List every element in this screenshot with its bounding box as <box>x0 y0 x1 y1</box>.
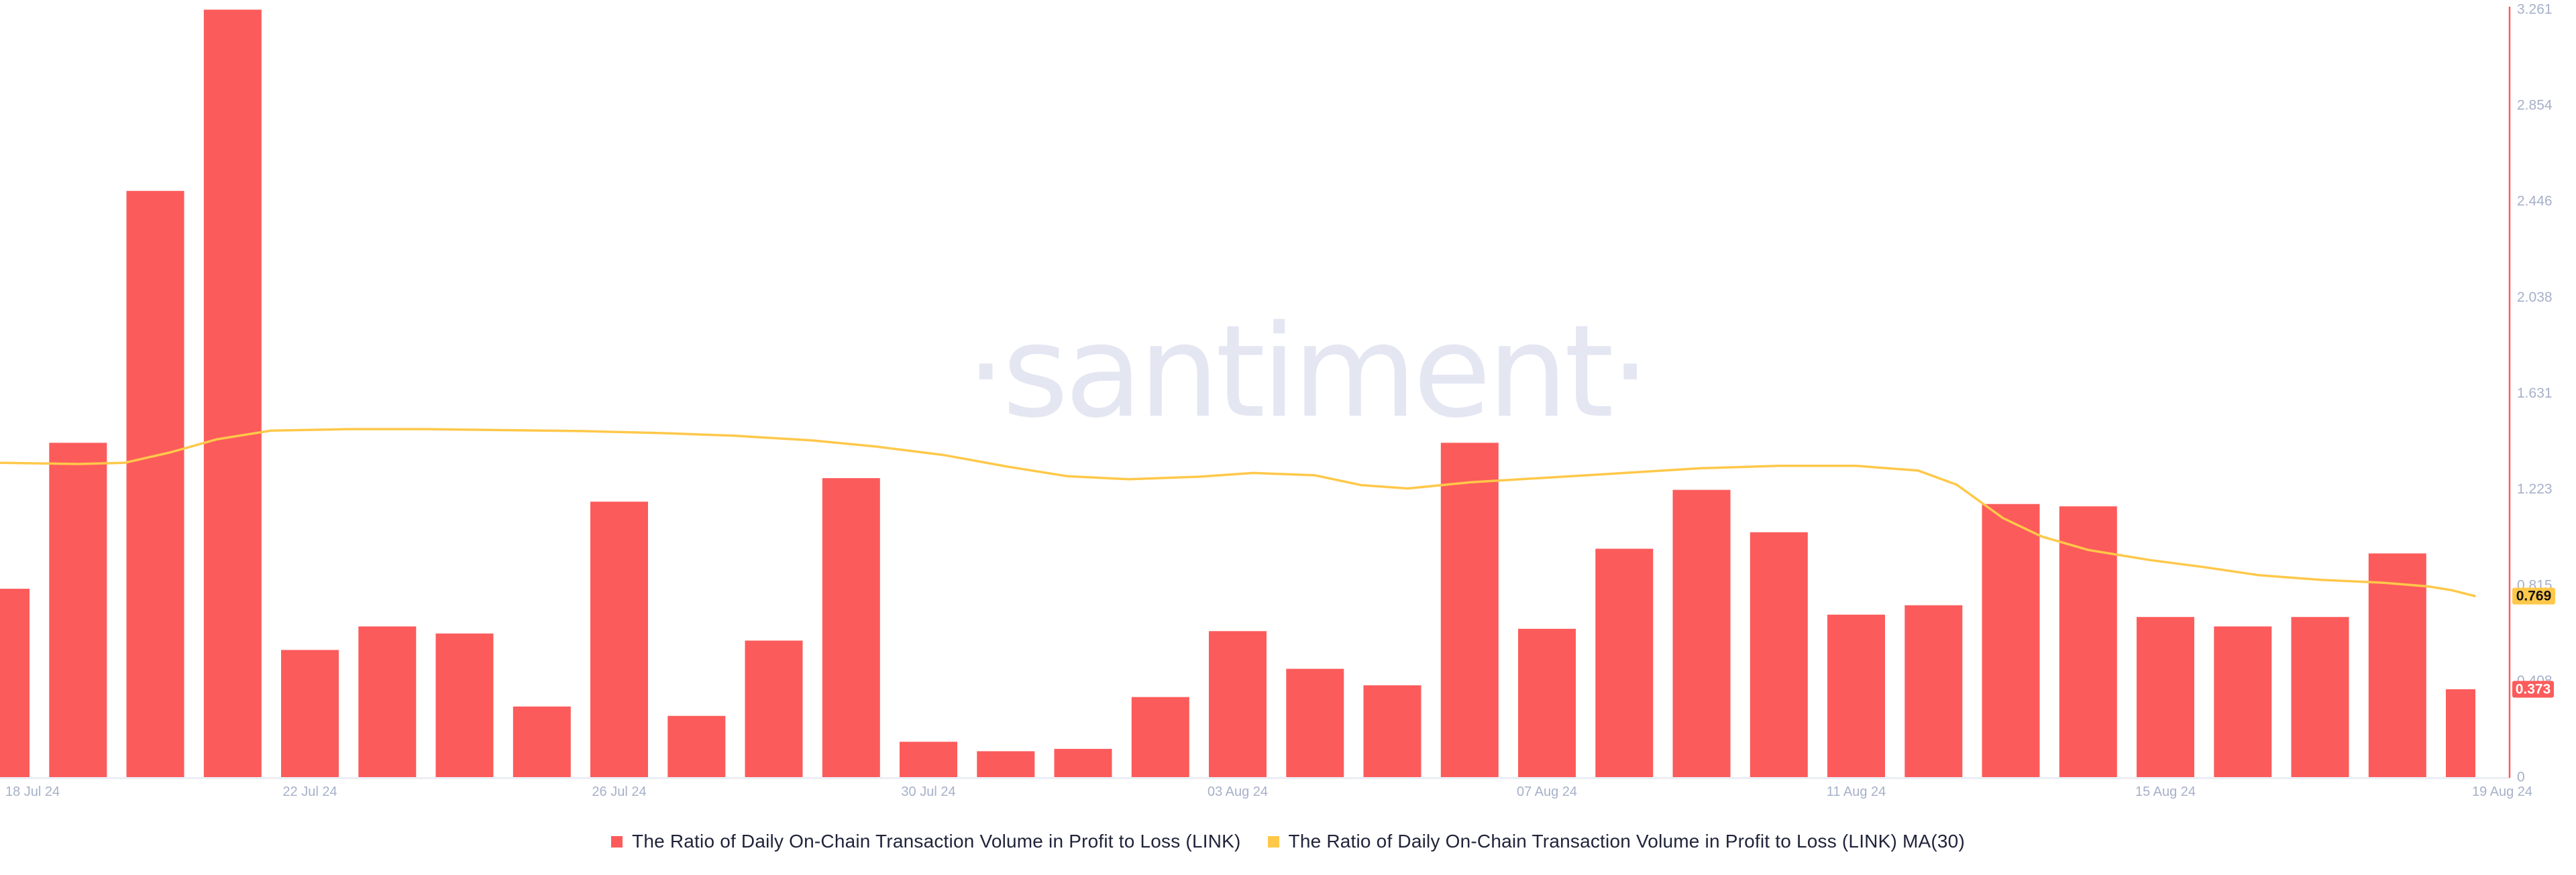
ma-last-value-badge: 0.769 <box>2512 587 2555 605</box>
bar-11 Aug 24[interactable] <box>1827 614 1885 777</box>
x-tick-18 Jul 24: 18 Jul 24 <box>5 784 60 799</box>
bar-31 Jul 24[interactable] <box>977 751 1035 777</box>
bar-18 Aug 24[interactable] <box>2368 553 2426 777</box>
bar-12 Aug 24[interactable] <box>1904 605 1963 777</box>
svg-text:0.769: 0.769 <box>2516 589 2552 604</box>
y-tick-2.038: 2.038 <box>2517 290 2553 305</box>
bar-22 Jul 24[interactable] <box>281 650 339 777</box>
ma30-line-series[interactable] <box>0 428 2476 597</box>
y-tick-1.631: 1.631 <box>2517 386 2553 401</box>
x-tick-15 Aug 24: 15 Aug 24 <box>2135 784 2196 799</box>
bar-series[interactable] <box>0 9 2475 777</box>
x-tick-30 Jul 24: 30 Jul 24 <box>901 784 955 799</box>
bar-09 Aug 24[interactable] <box>1672 489 1731 777</box>
bar-05 Aug 24[interactable] <box>1363 685 1421 777</box>
bar-25 Jul 24[interactable] <box>513 706 571 777</box>
x-axis-tick-labels: 18 Jul 24 22 Jul 24 26 Jul 24 30 Jul 24 03 A… <box>5 784 2532 799</box>
x-tick-07 Aug 24: 07 Aug 24 <box>1517 784 1577 799</box>
bar-02 Aug 24[interactable] <box>1131 697 1189 777</box>
bar-04 Aug 24[interactable] <box>1286 668 1344 778</box>
bar-30 Jul 24[interactable] <box>900 742 957 777</box>
legend-swatch-ratio-icon <box>611 835 623 848</box>
bar-21 Jul 24[interactable] <box>203 9 262 777</box>
bar-18 Jul 24[interactable] <box>0 589 30 777</box>
bar-01 Aug 24[interactable] <box>1054 748 1112 777</box>
bar-last-value-badge: 0.373 <box>2512 681 2554 698</box>
bar-08 Aug 24[interactable] <box>1595 548 1654 777</box>
bar-15 Aug 24[interactable] <box>2137 617 2194 777</box>
bar-29 Jul 24[interactable] <box>822 478 880 777</box>
bar-13 Aug 24[interactable] <box>1982 504 2040 777</box>
y-tick-2.446: 2.446 <box>2517 194 2553 209</box>
x-tick-26 Jul 24: 26 Jul 24 <box>592 784 646 799</box>
legend-item-ma30[interactable]: The Ratio of Daily On-Chain Transaction … <box>1267 831 1965 852</box>
y-tick-1.223: 1.223 <box>2517 481 2553 497</box>
santiment-watermark: ·santiment· <box>966 298 1647 446</box>
bar-20 Jul 24[interactable] <box>126 190 184 777</box>
y-tick-2.854: 2.854 <box>2517 97 2553 113</box>
bar-14 Aug 24[interactable] <box>2059 506 2117 777</box>
svg-text:0.373: 0.373 <box>2516 682 2551 697</box>
bar-06 Aug 24[interactable] <box>1440 443 1499 777</box>
y-tick-0: 0 <box>2517 770 2525 785</box>
bar-27 Jul 24[interactable] <box>667 715 726 777</box>
bar-17 Aug 24[interactable] <box>2291 617 2349 777</box>
bar-19 Aug 24[interactable] <box>2446 689 2475 777</box>
legend-swatch-ma30-icon <box>1267 835 1279 848</box>
x-tick-03 Aug 24: 03 Aug 24 <box>1208 784 1268 799</box>
bar-28 Jul 24[interactable] <box>745 640 803 777</box>
bar-16 Aug 24[interactable] <box>2214 626 2272 777</box>
x-tick-19 Aug 24: 19 Aug 24 <box>2472 784 2532 799</box>
y-tick-3.261: 3.261 <box>2517 2 2553 17</box>
bar-19 Jul 24[interactable] <box>49 443 107 777</box>
bar-10 Aug 24[interactable] <box>1750 532 1808 777</box>
legend-label-ratio: The Ratio of Daily On-Chain Transaction … <box>632 831 1241 852</box>
bar-26 Jul 24[interactable] <box>590 502 648 777</box>
bar-03 Aug 24[interactable] <box>1209 631 1267 777</box>
chart-legend: The Ratio of Daily On-Chain Transaction … <box>0 829 2576 854</box>
bar-07 Aug 24[interactable] <box>1518 628 1576 777</box>
y-axis-tick-labels: 00.4080.8151.2231.6312.0382.4462.8543.26… <box>2517 2 2553 785</box>
x-tick-11 Aug 24: 11 Aug 24 <box>1827 784 1886 799</box>
x-tick-22 Jul 24: 22 Jul 24 <box>282 784 337 799</box>
bar-23 Jul 24[interactable] <box>358 626 417 777</box>
legend-label-ma30: The Ratio of Daily On-Chain Transaction … <box>1288 831 1965 852</box>
legend-item-ratio[interactable]: The Ratio of Daily On-Chain Transaction … <box>611 832 1240 851</box>
bar-24 Jul 24[interactable] <box>435 633 494 777</box>
